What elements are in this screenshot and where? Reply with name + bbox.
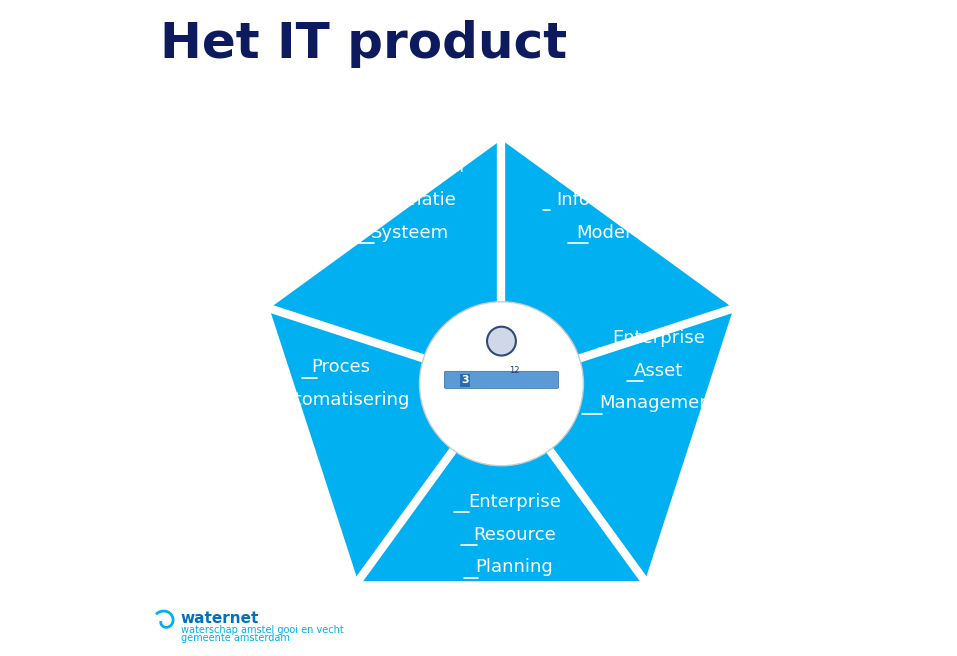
FancyBboxPatch shape	[444, 371, 559, 388]
Circle shape	[419, 302, 584, 466]
Circle shape	[487, 327, 516, 356]
Text: Het IT product: Het IT product	[161, 20, 568, 68]
Text: Geografisch: Geografisch	[356, 158, 463, 176]
Text: Systeem: Systeem	[370, 224, 449, 242]
Text: 12: 12	[509, 366, 520, 375]
Polygon shape	[261, 131, 742, 588]
Text: Automatisering: Automatisering	[272, 391, 410, 409]
Text: Resource: Resource	[473, 525, 556, 544]
Text: Informatie: Informatie	[364, 191, 456, 209]
Text: Management: Management	[600, 394, 718, 413]
Text: gemeente amsterdam: gemeente amsterdam	[181, 632, 290, 643]
Text: waternet: waternet	[181, 611, 259, 626]
Text: Asset: Asset	[634, 361, 683, 380]
Text: 3: 3	[461, 375, 469, 386]
Text: Planning: Planning	[476, 558, 553, 577]
Text: Bouw: Bouw	[578, 158, 628, 176]
Text: Model: Model	[576, 224, 631, 242]
Text: Proces: Proces	[311, 358, 370, 377]
Text: Enterprise: Enterprise	[468, 493, 561, 511]
Text: Informatie: Informatie	[557, 191, 650, 209]
Text: Enterprise: Enterprise	[612, 329, 705, 347]
Text: waterschap amstel gooi en vecht: waterschap amstel gooi en vecht	[181, 625, 344, 635]
